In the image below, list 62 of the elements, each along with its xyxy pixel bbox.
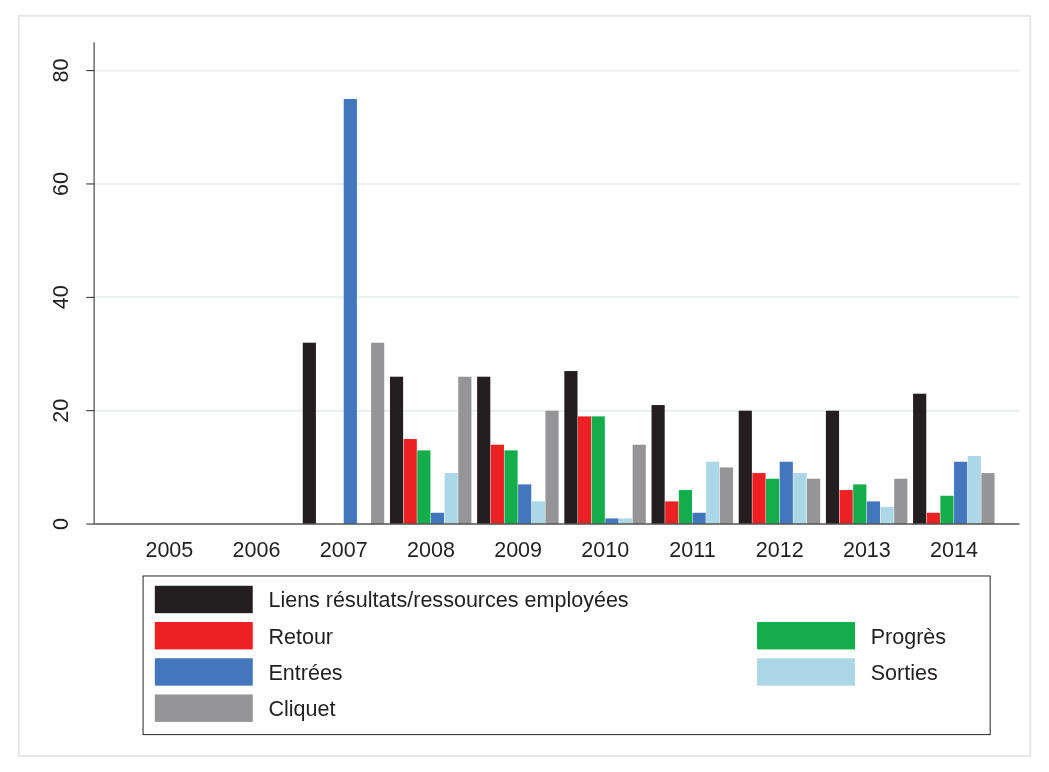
y-tick-label: 40 bbox=[49, 285, 74, 310]
bar bbox=[490, 444, 504, 525]
x-tick-label: 2008 bbox=[406, 538, 455, 563]
y-tick-label: 80 bbox=[49, 58, 74, 83]
bar bbox=[417, 450, 431, 525]
bar bbox=[678, 490, 693, 525]
legend-label: Sorties bbox=[870, 660, 938, 685]
bar bbox=[504, 450, 518, 525]
bar bbox=[577, 416, 592, 525]
legend-label: Entrées bbox=[268, 660, 343, 685]
y-tick-label: 0 bbox=[49, 518, 74, 531]
bar bbox=[545, 410, 559, 525]
bar bbox=[793, 473, 807, 525]
bar bbox=[825, 410, 840, 525]
bar bbox=[444, 473, 458, 525]
bar bbox=[692, 512, 706, 525]
y-tick-label: 60 bbox=[49, 171, 74, 196]
bar bbox=[564, 371, 578, 525]
bar bbox=[940, 495, 954, 525]
bar bbox=[981, 473, 995, 525]
bar bbox=[518, 484, 532, 525]
bar bbox=[967, 456, 981, 525]
x-tick-label: 2005 bbox=[145, 538, 194, 563]
legend-label: Retour bbox=[268, 624, 334, 649]
legend-label: Liens résultats/ressources employées bbox=[268, 588, 629, 613]
bar bbox=[531, 501, 545, 525]
bar bbox=[389, 376, 404, 525]
bar bbox=[403, 439, 417, 525]
bar bbox=[371, 342, 385, 525]
bar bbox=[632, 444, 646, 525]
bar bbox=[591, 416, 605, 525]
bar bbox=[839, 490, 853, 525]
bar bbox=[651, 405, 665, 525]
bar bbox=[866, 501, 881, 525]
bar bbox=[752, 473, 766, 525]
bar bbox=[477, 376, 491, 525]
x-tick-label: 2009 bbox=[494, 538, 543, 563]
bar bbox=[913, 393, 927, 525]
legend-label: Cliquet bbox=[268, 697, 336, 722]
bar bbox=[458, 376, 472, 525]
x-tick-label: 2013 bbox=[842, 538, 891, 563]
x-tick-label: 2014 bbox=[930, 538, 979, 563]
y-tick-label: 20 bbox=[49, 398, 74, 423]
x-tick-label: 2012 bbox=[755, 538, 804, 563]
bar bbox=[894, 478, 908, 525]
bar bbox=[766, 478, 780, 525]
bar bbox=[779, 461, 793, 525]
bar bbox=[853, 484, 867, 525]
bar bbox=[954, 461, 968, 525]
bar bbox=[719, 467, 733, 525]
x-tick-label: 2011 bbox=[669, 538, 716, 563]
x-tick-label: 2010 bbox=[581, 538, 630, 563]
bar bbox=[706, 461, 720, 525]
bar bbox=[738, 410, 752, 525]
bar bbox=[807, 478, 821, 525]
bar bbox=[302, 342, 316, 525]
x-tick-label: 2006 bbox=[232, 538, 281, 563]
bar bbox=[665, 501, 679, 525]
legend-label: Progrès bbox=[870, 624, 947, 649]
bar bbox=[343, 98, 357, 525]
x-tick-label: 2007 bbox=[319, 538, 368, 563]
bar bbox=[880, 507, 894, 525]
